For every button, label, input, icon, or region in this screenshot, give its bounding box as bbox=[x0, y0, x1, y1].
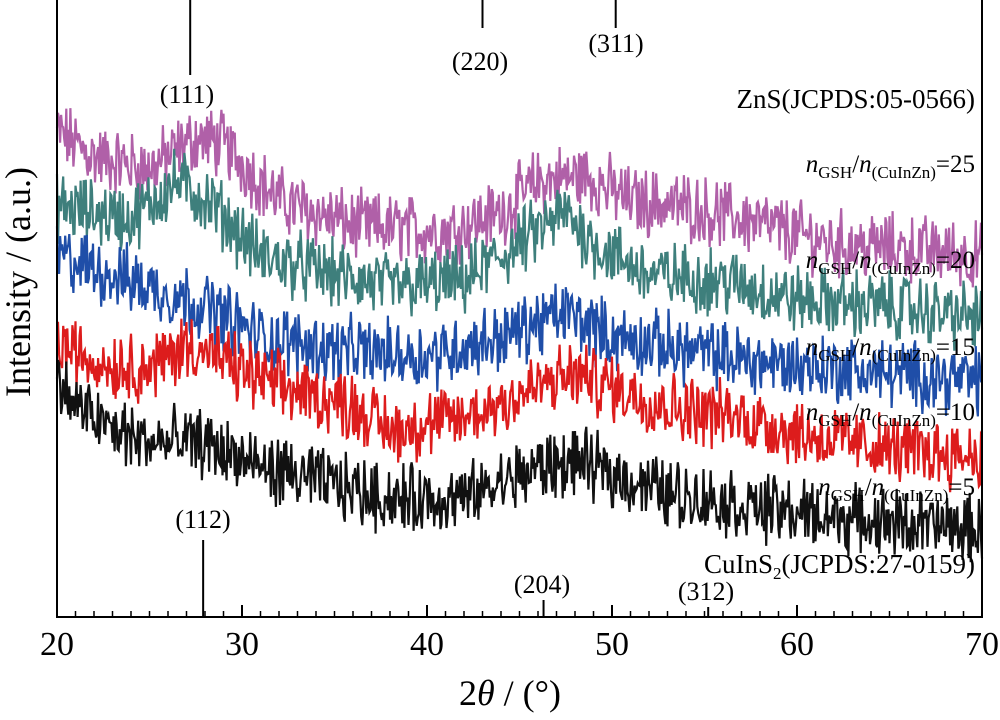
series-label-5: nGSH/n(CuInZn)=5 bbox=[818, 474, 975, 505]
x-tick-label-50: 50 bbox=[595, 626, 629, 663]
cuins2-reference-label: CuInS2(JCPDS:27-0159) bbox=[704, 549, 975, 583]
y-axis-title: Intensity / (a.u.) bbox=[0, 167, 38, 397]
cuins2-peak-label-1: (204) bbox=[514, 570, 570, 599]
x-tick-label-70: 70 bbox=[965, 626, 999, 663]
cuins2-peak-label-2: (312) bbox=[678, 577, 734, 606]
series-label-20: nGSH/n(CuInZn)=20 bbox=[806, 247, 975, 278]
x-axis-title: 2θ / (°) bbox=[459, 673, 561, 713]
series-line-25 bbox=[55, 108, 984, 288]
axes-group: 20 30 40 50 60 70 bbox=[40, 0, 999, 663]
x-tick-label-60: 60 bbox=[780, 626, 814, 663]
cuins2-peak-label-0: (112) bbox=[175, 505, 230, 534]
x-tick-label-40: 40 bbox=[410, 626, 444, 663]
series-line-10 bbox=[56, 318, 983, 493]
series-line-15 bbox=[55, 226, 983, 417]
series-label-25: nGSH/n(CuInZn)=25 bbox=[806, 151, 975, 182]
x-tick-label-30: 30 bbox=[225, 626, 259, 663]
series-label-15: nGSH/n(CuInZn)=15 bbox=[806, 334, 975, 365]
reference-group: (111) (220) (311) (112) (204) (312) bbox=[160, 0, 734, 617]
zns-peak-label-0: (111) bbox=[160, 80, 214, 109]
series-line-5 bbox=[55, 359, 984, 563]
zns-reference-label: ZnS(JCPDS:05-0566) bbox=[736, 84, 975, 114]
series-label-10: nGSH/n(CuInZn)=10 bbox=[806, 399, 975, 430]
x-tick-label-20: 20 bbox=[40, 626, 74, 663]
zns-peak-label-1: (220) bbox=[452, 47, 508, 76]
zns-peak-label-2: (311) bbox=[588, 29, 643, 58]
series-line-20 bbox=[55, 148, 984, 351]
series-group: nGSH/n(CuInZn)=25 nGSH/n(CuInZn)=20 nGSH/n… bbox=[55, 108, 984, 563]
